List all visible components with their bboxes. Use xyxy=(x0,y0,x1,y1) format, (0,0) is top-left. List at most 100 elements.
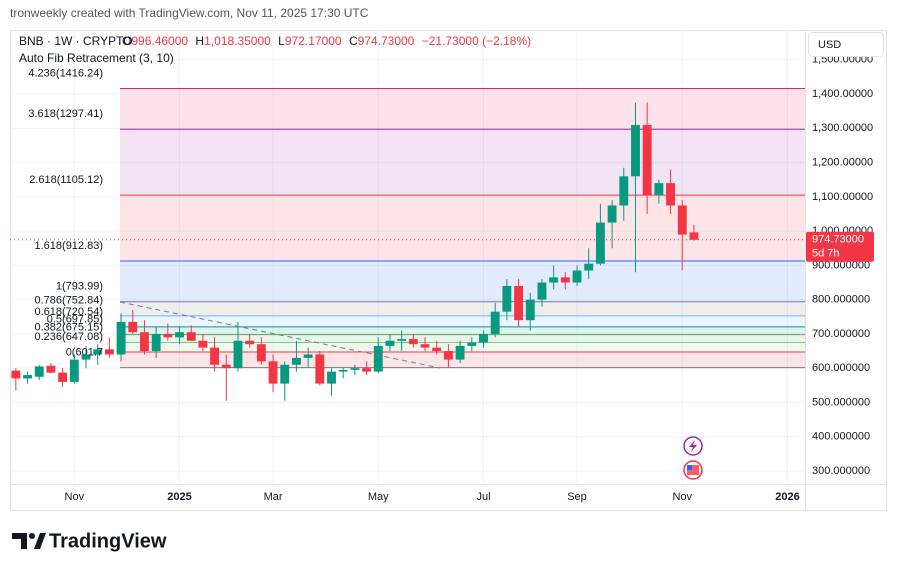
y-tick-label: 1,100.00000 xyxy=(812,191,873,203)
candle-body xyxy=(291,357,301,365)
fib-label: 2.618(1105.12) xyxy=(29,174,103,186)
candle-body xyxy=(642,124,652,196)
candle-body xyxy=(455,345,465,360)
candle-body xyxy=(69,359,79,382)
candle-body xyxy=(467,342,477,346)
candle-body xyxy=(572,270,582,283)
ohlc-value: 974.73000 xyxy=(358,34,415,48)
fib-zone xyxy=(120,129,805,196)
candle-body xyxy=(175,332,184,338)
fib-label: 0.618(720.54) xyxy=(35,306,104,318)
candle-body xyxy=(93,349,103,355)
symbol: BNB · 1W · CRYPTO xyxy=(19,34,133,48)
candle-body xyxy=(362,368,372,372)
fib-label: 0.236(647.08) xyxy=(35,331,104,343)
candle-body xyxy=(58,372,68,382)
countdown: 5d 7h xyxy=(812,248,840,260)
candle-body xyxy=(525,299,535,321)
candle-body xyxy=(595,222,605,264)
candle-body xyxy=(443,351,453,360)
candle-body xyxy=(350,368,360,370)
change: −21.73000 (−2.18%) xyxy=(422,34,531,48)
plot-area xyxy=(10,30,805,484)
brand-logo: TradingView xyxy=(12,530,167,552)
candle-body xyxy=(666,183,675,206)
fib-zone xyxy=(120,195,805,261)
lightning-icon xyxy=(689,440,697,452)
fib-label: 3.618(1297.41) xyxy=(28,108,103,120)
ohlc-legend: O996.46000 H1,018.35000 L972.17000 C974.… xyxy=(122,34,531,48)
candle-body xyxy=(537,282,547,300)
fib-label: 4.236(1416.24) xyxy=(28,67,103,79)
y-tick-label: 1,200.00000 xyxy=(812,157,873,169)
logo-mark xyxy=(12,533,27,549)
candle-body xyxy=(163,333,173,338)
fib-label: 0.5(697.85) xyxy=(47,314,103,326)
candle-body xyxy=(315,354,325,384)
flag-icon xyxy=(687,465,699,475)
candle-body xyxy=(46,365,56,373)
candle-body xyxy=(256,344,266,362)
candle-body xyxy=(198,340,208,348)
ohlc-value: 972.17000 xyxy=(285,34,342,48)
candle-body xyxy=(408,339,418,345)
y-tick-label: 600.000000 xyxy=(812,362,870,374)
y-tick-label: 500.000000 xyxy=(812,396,870,408)
ohlc-letter: H xyxy=(195,34,204,48)
candle-body xyxy=(221,364,231,369)
fib-zone xyxy=(120,326,805,335)
logo-mark xyxy=(34,533,46,549)
indicator-name: Auto Fib Retracement (3, 10) xyxy=(19,51,174,65)
candle-body xyxy=(502,285,512,312)
candle-body xyxy=(584,263,594,271)
fib-label: 0.786(752.84) xyxy=(35,295,104,307)
candle-body xyxy=(81,354,91,360)
candle-body xyxy=(151,333,161,352)
chart-frame xyxy=(10,30,887,511)
candle-body xyxy=(11,370,21,379)
ohlc-letter: L xyxy=(278,34,285,48)
candle-body xyxy=(490,311,500,334)
candle-body xyxy=(186,332,196,341)
x-tick-label: Jul xyxy=(476,491,490,503)
x-tick-label: 2026 xyxy=(775,491,799,503)
x-tick-label: Nov xyxy=(65,491,85,503)
y-tick-label: 1,300.00000 xyxy=(812,122,873,134)
candle-body xyxy=(23,375,32,379)
fib-label: 0(601.7 xyxy=(66,347,103,359)
last-price-tag xyxy=(806,231,874,262)
x-tick-label: Sep xyxy=(567,491,587,503)
candle-body xyxy=(34,366,44,377)
x-tick-label: Mar xyxy=(264,491,283,503)
event-icons xyxy=(683,436,703,480)
candle-body xyxy=(514,285,524,321)
candle-body xyxy=(104,349,114,355)
candle-body xyxy=(373,345,383,372)
logo-mark xyxy=(29,533,35,539)
ohlc-letter: C xyxy=(349,34,358,48)
ohlc-value: 1,018.35000 xyxy=(204,34,271,48)
candle-body xyxy=(631,124,640,177)
fib-label: 1(793.99) xyxy=(56,281,103,293)
fib-zone xyxy=(120,301,805,316)
fib-zone xyxy=(120,352,805,368)
currency-button[interactable] xyxy=(808,32,884,57)
brand: TradingView xyxy=(49,530,167,552)
candle-body xyxy=(233,340,243,369)
candle-body xyxy=(420,344,430,348)
candle-body xyxy=(268,361,278,384)
currency[interactable]: USD xyxy=(818,39,841,51)
fib-label: 1.618(912.83) xyxy=(35,240,104,252)
candle-body xyxy=(654,183,664,196)
y-tick-label: 300.000000 xyxy=(812,465,870,477)
candle-body xyxy=(385,340,395,346)
candle-body xyxy=(479,333,488,343)
candle-body xyxy=(549,277,559,283)
y-tick-label: 700.000000 xyxy=(812,328,870,340)
y-tick-label: 1,400.00000 xyxy=(812,88,873,100)
flag-icon xyxy=(687,465,692,470)
overlay: 4.236(1416.24) 3.618(1297.41) 2.618(1105.1… xyxy=(28,67,441,369)
candle-body xyxy=(210,347,220,365)
